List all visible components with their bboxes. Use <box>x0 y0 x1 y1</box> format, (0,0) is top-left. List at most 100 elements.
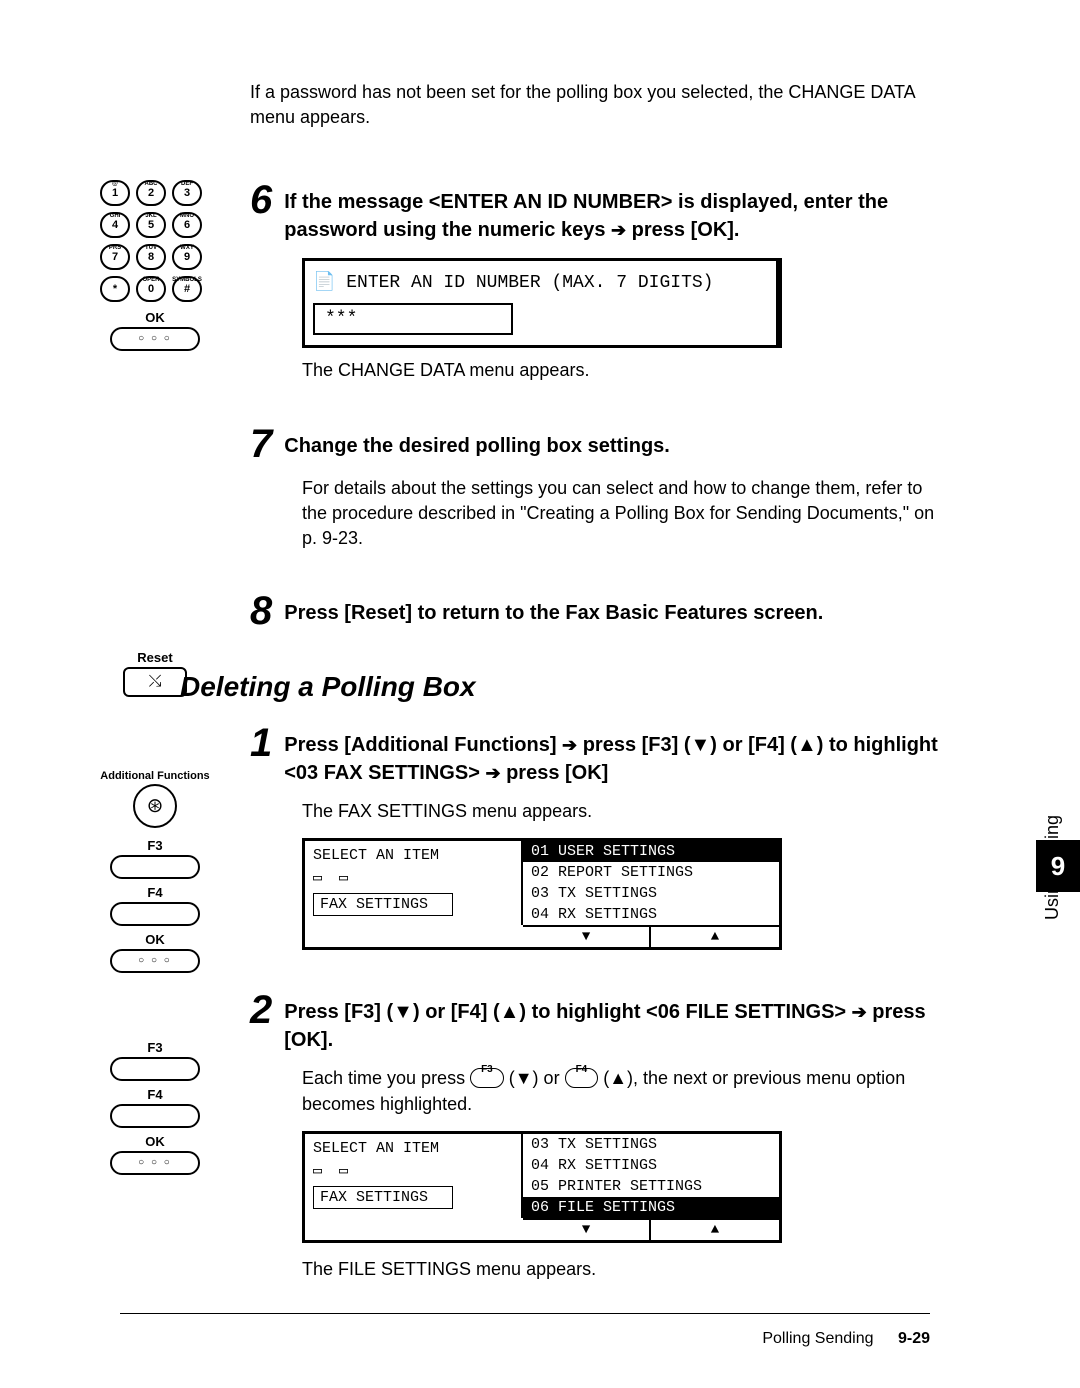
lcd-footer-down: ▼ <box>523 927 651 947</box>
step-7-number: 7 <box>250 424 272 464</box>
step-2-title: Press [F3] (▼) or [F4] (▲) to highlight … <box>284 990 945 1054</box>
key-label: * <box>113 283 117 295</box>
ok-label: OK <box>100 932 210 947</box>
keypad-key: @1 <box>100 180 130 206</box>
lcd-footer: ▼ ▲ <box>523 1218 779 1240</box>
step-2-body-mid: (▼) or <box>504 1068 565 1088</box>
key-sublabel: DEF <box>181 173 193 195</box>
lcd-display-step2: SELECT AN ITEM ▭ ▭ FAX SETTINGS 03 TX SE… <box>302 1131 782 1243</box>
footer-page-number: 9-29 <box>898 1330 930 1347</box>
f4-key-label: F4 <box>576 1064 588 1075</box>
lcd-item: 06 FILE SETTINGS <box>523 1197 779 1218</box>
step-6-title: If the message <ENTER AN ID NUMBER> is d… <box>284 180 945 244</box>
lcd-item: 03 TX SETTINGS <box>523 883 779 904</box>
f3f4-buttons-graphic: F3 F4 OK <box>100 1040 210 1179</box>
page-footer: Polling Sending 9-29 <box>120 1313 930 1348</box>
lcd-right-pane: 01 USER SETTINGS 02 REPORT SETTINGS 03 T… <box>523 841 779 925</box>
lcd-display-step1: SELECT AN ITEM ▭ ▭ FAX SETTINGS 01 USER … <box>302 838 782 950</box>
lcd-display-step6: 📄 ENTER AN ID NUMBER (MAX. 7 DIGITS) *** <box>302 258 782 348</box>
keypad-key: PRS7 <box>100 244 130 270</box>
step-2-number: 2 <box>250 990 272 1030</box>
keypad-key: WXY9 <box>172 244 202 270</box>
key-sublabel: SYMBOLS <box>172 269 202 291</box>
keypad-key: JKL5 <box>136 212 166 238</box>
step-1: 1 Press [Additional Functions] ➔ press [… <box>250 723 945 950</box>
key-sublabel: MNO <box>180 205 194 227</box>
step-7: 7 Change the desired polling box setting… <box>250 424 945 552</box>
arrow-right-icon: ➔ <box>485 763 500 783</box>
lcd-left-title: SELECT AN ITEM <box>313 1140 513 1157</box>
lcd-left-box: FAX SETTINGS <box>313 893 453 916</box>
keypad-key: MNO6 <box>172 212 202 238</box>
ok-label: OK <box>100 1134 210 1149</box>
af-button-icon: ⊛ <box>133 784 177 828</box>
step-6-title-a: If the message <ENTER AN ID NUMBER> is d… <box>284 191 888 241</box>
lcd-item: 04 RX SETTINGS <box>523 904 779 925</box>
lcd-left-pane: SELECT AN ITEM ▭ ▭ FAX SETTINGS <box>305 841 523 925</box>
step-2-body-a: Each time you press <box>302 1068 470 1088</box>
f3-button-icon <box>110 1057 200 1081</box>
keypad-graphic: @1 ABC2 DEF3 GHI4 JKL5 MNO6 PRS7 TUV8 WX… <box>100 180 210 355</box>
step-6: 6 If the message <ENTER AN ID NUMBER> is… <box>250 180 945 383</box>
lcd-icons: ▭ ▭ <box>313 1161 513 1180</box>
intro-text: If a password has not been set for the p… <box>250 80 945 130</box>
keypad-key: SYMBOLS# <box>172 276 202 302</box>
ok-button-icon <box>110 327 200 351</box>
step-1-number: 1 <box>250 723 272 763</box>
lcd-line: 📄 ENTER AN ID NUMBER (MAX. 7 DIGITS) <box>313 271 768 293</box>
lcd-item: 03 TX SETTINGS <box>523 1134 779 1155</box>
lcd-left-box: FAX SETTINGS <box>313 1186 453 1209</box>
lcd-icons: ▭ ▭ <box>313 868 513 887</box>
lcd-footer-up: ▲ <box>651 1220 779 1240</box>
f3-key-label: F3 <box>481 1064 493 1075</box>
side-tab: Using Polling 9 <box>1036 710 1080 910</box>
arrow-right-icon: ➔ <box>611 220 626 240</box>
reset-graphic: Reset ⤯ <box>100 650 210 697</box>
step-1-title-c: press [OK] <box>501 762 609 784</box>
step-6-number: 6 <box>250 180 272 220</box>
lcd-footer-up: ▲ <box>651 927 779 947</box>
lcd-footer-down: ▼ <box>523 1220 651 1240</box>
lcd-left-title: SELECT AN ITEM <box>313 847 513 864</box>
key-sublabel: GHI <box>110 205 121 227</box>
step-7-body: For details about the settings you can s… <box>302 476 945 552</box>
step-6-title-b: press [OK]. <box>626 219 739 241</box>
keypad-key: DEF3 <box>172 180 202 206</box>
af-label: Additional Functions <box>100 770 210 782</box>
key-sublabel: OPER <box>142 269 159 291</box>
step-8-title: Press [Reset] to return to the Fax Basic… <box>284 591 823 627</box>
ok-label: OK <box>100 310 210 325</box>
f4-label: F4 <box>100 1087 210 1102</box>
lcd-right-pane: 03 TX SETTINGS 04 RX SETTINGS 05 PRINTER… <box>523 1134 779 1218</box>
key-sublabel: JKL <box>145 205 156 227</box>
arrow-right-icon: ➔ <box>562 735 577 755</box>
f3-label: F3 <box>100 838 210 853</box>
f3-button-icon <box>110 855 200 879</box>
keypad-key: OPER0 <box>136 276 166 302</box>
lcd-line-text: ENTER AN ID NUMBER (MAX. 7 DIGITS) <box>346 273 713 293</box>
arrow-right-icon: ➔ <box>852 1002 867 1022</box>
f3-key-icon: F3 <box>470 1068 504 1088</box>
step-1-body: The FAX SETTINGS menu appears. <box>302 799 945 824</box>
step-2-body: Each time you press F3 (▼) or F4 (▲), th… <box>302 1066 945 1116</box>
f3-label: F3 <box>100 1040 210 1055</box>
step-6-after: The CHANGE DATA menu appears. <box>302 358 945 383</box>
key-sublabel: ABC <box>145 173 158 195</box>
key-sublabel: PRS <box>109 237 121 259</box>
lcd-item: 05 PRINTER SETTINGS <box>523 1176 779 1197</box>
step-7-title: Change the desired polling box settings. <box>284 424 670 460</box>
f4-button-icon <box>110 902 200 926</box>
reset-label: Reset <box>100 650 210 665</box>
af-buttons-graphic: Additional Functions ⊛ F3 F4 OK <box>100 770 210 977</box>
section-title: Deleting a Polling Box <box>180 671 945 703</box>
step-2-after: The FILE SETTINGS menu appears. <box>302 1257 945 1282</box>
ok-button-icon <box>110 1151 200 1175</box>
step-2: 2 Press [F3] (▼) or [F4] (▲) to highligh… <box>250 990 945 1282</box>
keypad-key: * <box>100 276 130 302</box>
lcd-input-box: *** <box>313 303 513 335</box>
reset-button-icon: ⤯ <box>123 667 187 697</box>
lcd-footer: ▼ ▲ <box>523 925 779 947</box>
key-sublabel: @ <box>112 173 118 195</box>
step-1-title: Press [Additional Functions] ➔ press [F3… <box>284 723 945 787</box>
keypad-key: GHI4 <box>100 212 130 238</box>
